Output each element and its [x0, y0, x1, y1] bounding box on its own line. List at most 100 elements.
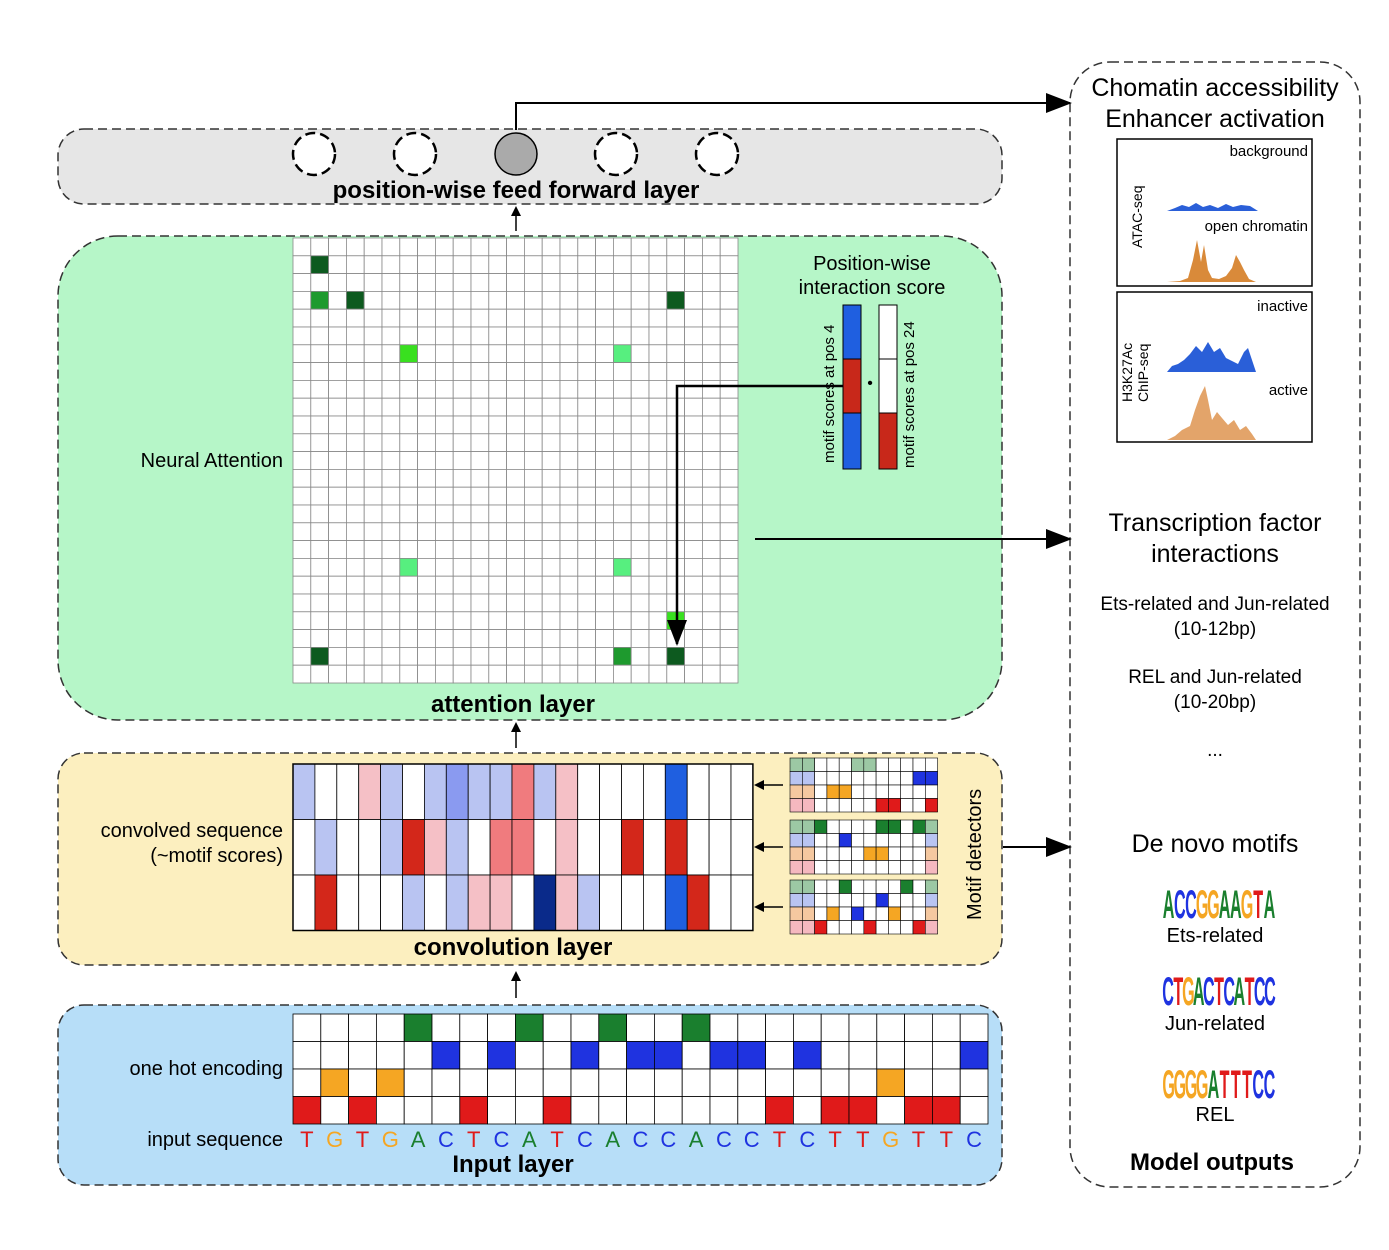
one-hot-cell: [570, 1041, 600, 1070]
input-sequence-label: input sequence: [147, 1129, 283, 1151]
attention-cell: [452, 273, 472, 292]
motif-detector-cell: [875, 920, 889, 935]
motif-detector-cell: [851, 846, 865, 861]
pos4-score-bar: [842, 304, 862, 470]
attention-cell: [559, 664, 579, 684]
attention-cell: [684, 415, 703, 435]
convolved-score-cell: [533, 819, 557, 876]
motif-detector-cell: [851, 906, 865, 921]
motif-detector-cell: [801, 879, 815, 894]
sequence-base: T: [828, 1127, 841, 1152]
attention-cell: [363, 273, 383, 292]
sequence-base: G: [382, 1127, 399, 1152]
attention-cell: [613, 273, 632, 292]
attention-cell: [434, 237, 454, 257]
motif-detector-cell: [851, 833, 865, 848]
attention-cell: [577, 540, 596, 559]
attention-cell: [399, 486, 418, 506]
one-hot-cell: [876, 1068, 905, 1097]
attention-cell: [524, 664, 543, 684]
attention-cell: [381, 326, 401, 346]
attention-cell: [684, 593, 703, 613]
attention-cell: [577, 558, 596, 577]
convolved-score-cell: [708, 763, 732, 820]
attention-cell: [470, 468, 490, 488]
attention-cell: [363, 290, 383, 310]
attention-cell: [595, 415, 614, 435]
attention-cell: [488, 540, 507, 559]
attention-cell: [470, 593, 490, 613]
attention-cell: [452, 255, 472, 275]
attention-cell: [470, 326, 490, 346]
convolved-score-cell: [686, 819, 710, 876]
attention-cell: [648, 575, 668, 595]
motif-detector-cell: [814, 771, 828, 786]
one-hot-cell: [848, 1096, 878, 1125]
motif-detector-cell: [912, 879, 926, 894]
attention-cell: [345, 397, 365, 417]
attention-cell: [488, 451, 507, 470]
attention-cell: [702, 522, 721, 541]
one-hot-cell: [876, 1013, 905, 1042]
attention-cell: [506, 397, 525, 417]
attention-cell: [363, 362, 383, 381]
attention-cell: [417, 308, 436, 328]
attention-cell: [506, 593, 525, 613]
sequence-base: T: [940, 1127, 953, 1152]
one-hot-cell: [487, 1013, 516, 1042]
attention-cell: [434, 451, 454, 470]
convolved-score-cell: [292, 763, 316, 820]
attention-cell: [648, 344, 668, 363]
convolved-score-cell: [708, 819, 732, 876]
attention-cell: [702, 486, 721, 506]
one-hot-cell: [876, 1096, 905, 1125]
ff-node: [694, 131, 740, 177]
attention-cell: [434, 362, 454, 381]
attention-cell: [434, 575, 454, 595]
attention-cell: [381, 344, 401, 363]
attention-cell: [310, 326, 329, 346]
attention-cell: [666, 540, 685, 559]
motif-detector-cell: [789, 906, 803, 921]
attention-cell: [541, 647, 561, 666]
one-hot-cell: [375, 1068, 405, 1097]
attention-cell: [684, 647, 703, 666]
attention-cell: [719, 397, 739, 417]
motif-detector-cell: [924, 906, 938, 921]
motif-logo-letter: C: [1264, 1061, 1276, 1107]
attention-cell: [310, 522, 329, 541]
one-hot-cell: [932, 1068, 961, 1097]
attention-cell: [399, 647, 418, 666]
one-hot-cell: [793, 1096, 822, 1125]
motif-logo-letter: A: [1208, 1061, 1220, 1107]
attention-cell: [684, 344, 703, 363]
attention-cell: [452, 558, 472, 577]
attention-cell: [488, 362, 507, 381]
attention-cell: [648, 664, 668, 684]
atac-track-label: ATAC-seq: [1129, 186, 1145, 249]
attention-cell: [648, 629, 668, 648]
attention-cell: [417, 504, 436, 524]
attention-cell: [310, 647, 329, 666]
attention-cell: [630, 344, 650, 363]
one-hot-cell: [848, 1068, 878, 1097]
attention-cell: [684, 290, 703, 310]
attention-cell: [613, 558, 632, 577]
attention-cell: [434, 593, 454, 613]
attention-cell: [613, 540, 632, 559]
model-outputs-title: Model outputs: [1130, 1149, 1294, 1176]
attention-cell: [470, 486, 490, 506]
attention-cell: [666, 290, 685, 310]
motif-detector-cell: [851, 784, 865, 799]
attention-cell: [434, 326, 454, 346]
motif-detector-cell: [851, 879, 865, 894]
convolved-score-cell: [533, 874, 557, 931]
attention-cell: [595, 486, 614, 506]
pos24-label: motif scores at pos 24: [901, 321, 918, 468]
attention-cell: [310, 397, 329, 417]
attention-cell: [613, 237, 632, 257]
motif-detector-cell: [924, 819, 938, 834]
attention-cell: [488, 237, 507, 257]
attention-cell: [452, 326, 472, 346]
attention-cell: [524, 255, 543, 275]
